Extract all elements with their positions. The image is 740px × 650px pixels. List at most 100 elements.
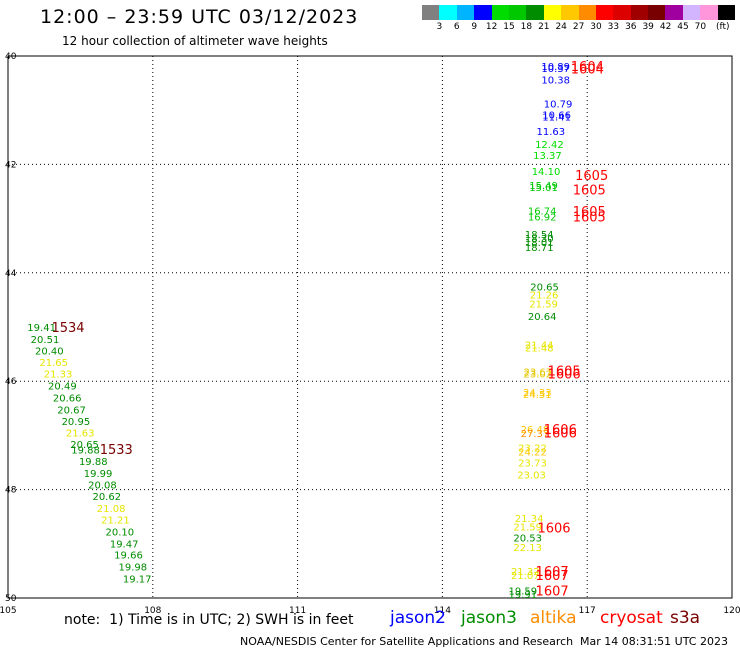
wave-height-label: 19.98: [119, 563, 148, 574]
wave-height-label: 23.02: [523, 370, 552, 381]
wave-height-label: 21.34: [515, 514, 544, 525]
pass-time-label: 1606: [537, 522, 570, 537]
wave-height-label: 10.37: [541, 64, 570, 75]
wave-height-label: 20.62: [92, 492, 121, 503]
wave-height-label: 21.48: [525, 344, 554, 355]
wave-height-label: 19.91: [509, 590, 538, 601]
wave-height-label: 10.89: [541, 62, 570, 73]
wave-height-label: 21.59: [529, 300, 558, 311]
wave-height-label: 15.01: [529, 183, 558, 194]
legend-tick-label: 70: [694, 22, 707, 32]
pass-time-label: 1604: [571, 60, 604, 75]
pass-time-label: 1607: [536, 565, 569, 580]
legend-swatch: [578, 5, 596, 20]
pass-time-label: 1604: [571, 62, 604, 77]
wave-height-label: 21.07: [511, 571, 540, 582]
wave-height-label: 16.92: [528, 212, 557, 223]
longitude-tick-label: 105: [0, 606, 17, 616]
wave-height-label: 20.65: [70, 440, 99, 451]
legend-swatch: [717, 5, 736, 20]
wave-height-label: 20.10: [105, 527, 134, 538]
wave-height-label: 12.42: [535, 140, 564, 151]
legend-tick-label: 45: [677, 22, 689, 32]
legend-tick-label: 39: [642, 22, 654, 32]
wave-height-label: 20.95: [62, 417, 91, 428]
wave-height-label: 20.53: [513, 533, 542, 544]
legend-tick-label: 30: [590, 22, 602, 32]
legend-tick-label: 27: [572, 22, 585, 32]
wave-height-label: 21.59: [513, 522, 542, 533]
latitude-tick-label: 48: [5, 486, 17, 496]
legend-tick-label: 6: [453, 22, 460, 32]
longitude-tick-label: 114: [434, 606, 451, 616]
wave-height-label: 13.37: [533, 151, 562, 162]
wave-height-label: 21.33: [44, 370, 73, 381]
legend-tick-label: 24: [555, 22, 567, 32]
wave-height-label: 21.26: [530, 290, 559, 301]
latitude-tick-label: 42: [5, 160, 16, 170]
wave-height-label: 19.99: [84, 469, 113, 480]
pass-time-label: 1606: [544, 427, 577, 442]
legend-swatch: [456, 5, 475, 20]
wave-height-label: 20.66: [53, 393, 82, 404]
wave-height-label: 20.67: [57, 405, 86, 416]
legend-swatch: [526, 5, 544, 20]
wave-height-label: 23.67: [523, 367, 552, 378]
legend-swatch: [595, 5, 614, 20]
wave-height-label: 20.40: [35, 346, 64, 357]
satellite-label-altika: altika: [530, 608, 577, 628]
page-title: 12:00 – 23:59 UTC 03/12/2023: [40, 6, 359, 28]
wave-height-label: 24.33: [523, 388, 552, 399]
wave-height-label: 21.08: [97, 504, 126, 515]
pass-time-label: 1605: [548, 364, 581, 379]
wave-height-label: 18.01: [525, 238, 554, 249]
wave-height-label: 10.38: [541, 75, 570, 86]
wave-height-label: 26.48: [521, 425, 550, 436]
pass-time-label: 1607: [536, 584, 569, 599]
legend-swatch: [491, 5, 509, 20]
wave-height-label: 19.88: [79, 457, 108, 468]
legend-tick-label: 12: [485, 22, 498, 32]
satellite-label-jason3: jason3: [461, 608, 517, 628]
wave-height-label: 23.03: [517, 470, 546, 481]
wave-height-label: 19.88: [71, 445, 100, 456]
wave-height-label: 20.64: [528, 312, 557, 323]
satellite-label-jason2: jason2: [390, 608, 446, 628]
wave-height-label: 14.10: [532, 167, 561, 178]
legend-tick-label: 9: [471, 22, 478, 32]
wave-height-label: 20.08: [88, 481, 117, 492]
color-legend-bar: [422, 5, 736, 20]
legend-swatch: [613, 5, 631, 20]
longitude-tick-label: 108: [144, 606, 161, 616]
legend-tick-label: 21: [538, 22, 550, 32]
wave-height-label: 21.63: [66, 429, 95, 440]
longitude-tick-label: 120: [723, 606, 740, 616]
wave-height-label: 19.66: [114, 551, 143, 562]
legend-swatch: [561, 5, 579, 20]
wave-height-label: 27.37: [521, 429, 550, 440]
page-subtitle: 12 hour collection of altimeter wave hei…: [62, 34, 328, 48]
wave-height-label: 21.65: [39, 358, 68, 369]
wave-height-label: 11.41: [542, 113, 571, 124]
plot-frame: [7, 55, 733, 599]
satellite-label-cryosat: cryosat: [600, 608, 663, 628]
wave-height-label: 15.49: [529, 181, 558, 192]
wave-height-label: 10.66: [542, 111, 571, 122]
latitude-tick-label: 50: [5, 594, 17, 604]
legend-swatch: [543, 5, 562, 20]
legend-swatch: [422, 5, 440, 20]
wave-height-label: 19.41: [27, 323, 56, 334]
credit-line: NOAA/NESDIS Center for Satellite Applica…: [240, 635, 574, 648]
longitude-tick-label: 117: [579, 606, 596, 616]
wave-height-label: 11.63: [537, 127, 566, 138]
wave-height-label: 20.65: [530, 282, 559, 293]
legend-tick-label: 3: [436, 22, 443, 32]
latitude-tick-label: 46: [5, 377, 17, 387]
latitude-tick-label: 40: [5, 52, 17, 62]
pass-time-label: 1606: [548, 368, 581, 383]
wave-height-label: 23.22: [518, 443, 547, 454]
legend-swatch: [474, 5, 492, 20]
wave-height-label: 20.51: [31, 335, 60, 346]
wave-height-label: 22.13: [513, 543, 542, 554]
